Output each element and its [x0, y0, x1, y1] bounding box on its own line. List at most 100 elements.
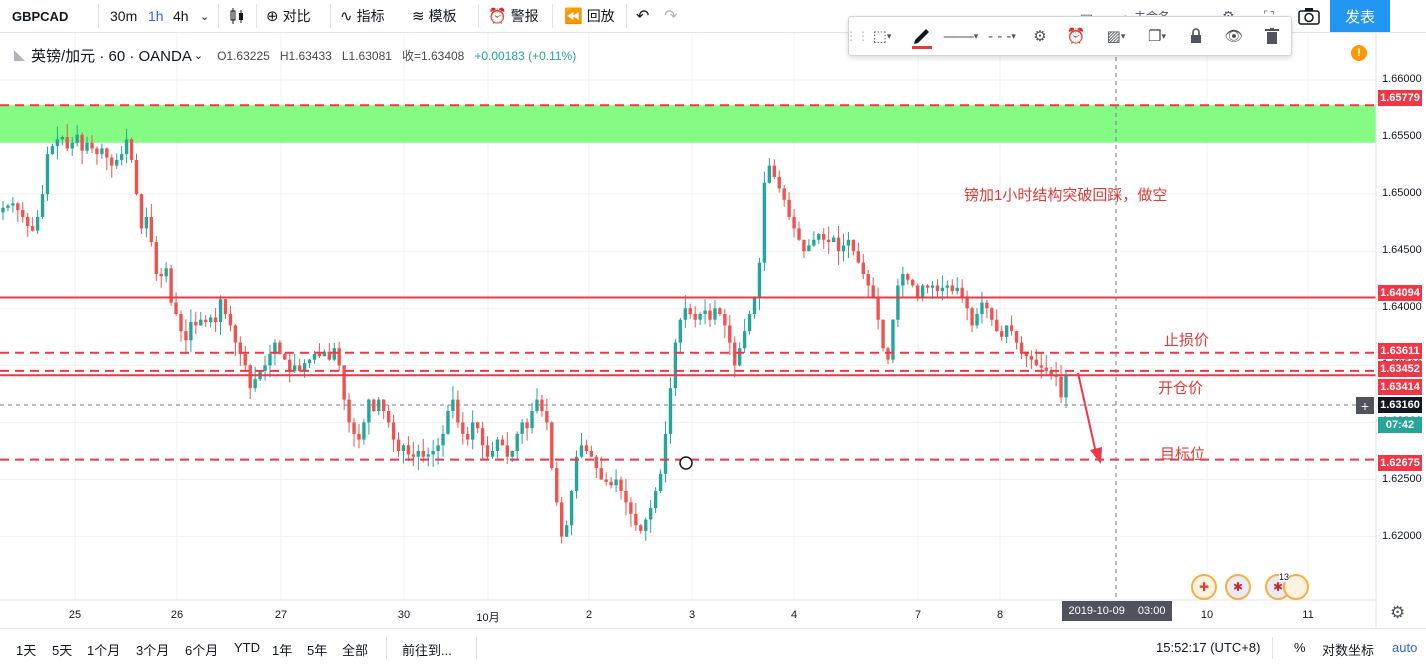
price-tick: 1.62000	[1382, 529, 1422, 542]
candle	[119, 145, 124, 166]
candle	[288, 352, 292, 383]
legend-title[interactable]: 英镑/加元 · 60 · OANDA	[31, 48, 192, 65]
lock-button[interactable]	[1183, 17, 1209, 55]
candle	[352, 417, 356, 447]
goto-date-button[interactable]: 前往到...	[402, 643, 452, 658]
timeframe-1h[interactable]: 1h	[148, 8, 164, 24]
candle	[30, 217, 35, 232]
entry-label[interactable]: 开仓价	[1158, 380, 1204, 397]
replay-button[interactable]: ⏪ 回放	[564, 8, 615, 25]
compare-button[interactable]: ⊕ 对比	[266, 8, 311, 25]
visibility-button[interactable]: 👁	[1221, 17, 1247, 55]
drag-handle[interactable]: ⋮⋮	[845, 29, 869, 43]
clock-timezone[interactable]: 15:52:17 (UTC+8)	[1156, 640, 1261, 655]
candle	[11, 197, 15, 213]
symbol-search[interactable]: GBPCAD	[12, 8, 69, 24]
indicator-icon: ∿	[340, 8, 353, 25]
templates-button[interactable]: ≋ 模板	[412, 8, 457, 25]
log-scale-toggle[interactable]: 对数坐标	[1322, 643, 1375, 658]
fullscreen-button[interactable]: ⛶	[1264, 0, 1274, 32]
candle	[347, 393, 351, 433]
candle	[881, 319, 885, 352]
range-1m[interactable]: 1个月	[87, 643, 121, 658]
dashed-line-icon: - - -	[988, 27, 1012, 45]
horizontal-lines	[0, 104, 1376, 461]
solid-line-icon: ——	[943, 27, 974, 45]
candle	[470, 410, 475, 450]
time-tick: 2	[585, 609, 593, 621]
price-label: 1.65779	[1378, 90, 1422, 106]
candle	[362, 418, 366, 445]
chevron-down-icon[interactable]: ⌄	[193, 50, 204, 62]
price-tick: 1.64500	[1382, 244, 1422, 257]
candle	[550, 421, 554, 471]
bottom-toolbar: 1天 5天 1个月 3个月 6个月 YTD 1年 5年 全部 前往到... 15…	[0, 628, 1426, 668]
percent-scale-toggle[interactable]: %	[1294, 640, 1306, 655]
range-6m[interactable]: 6个月	[185, 643, 219, 658]
undo-button[interactable]: ↶	[636, 0, 649, 32]
candle	[901, 266, 905, 299]
range-5d[interactable]: 5天	[52, 643, 73, 658]
range-3m[interactable]: 3个月	[136, 643, 170, 658]
snapshot-button[interactable]	[1298, 0, 1320, 32]
price-tick: 1.66000	[1382, 72, 1422, 85]
clone-button[interactable]: ❐ ▾	[1148, 28, 1166, 45]
delete-button[interactable]	[1259, 17, 1285, 55]
alert-button[interactable]: ⏰ 警报	[488, 8, 539, 25]
candle	[579, 432, 584, 459]
stop-loss-label[interactable]: 止损价	[1164, 332, 1210, 349]
candle	[950, 279, 954, 295]
candle	[100, 143, 104, 159]
line-width-button[interactable]: —— ▾	[943, 27, 979, 45]
collapse-icon[interactable]	[14, 50, 25, 61]
price-label: 1.63611	[1378, 343, 1422, 359]
candle	[891, 318, 895, 364]
candle	[584, 439, 589, 455]
range-1y[interactable]: 1年	[272, 643, 293, 658]
range-ytd[interactable]: YTD	[234, 640, 260, 655]
gear-icon[interactable]: ⚙	[1390, 603, 1406, 622]
plus-icon[interactable]: +	[1356, 397, 1374, 414]
visual-order-button[interactable]: ▨ ▾	[1106, 28, 1126, 45]
chart-area[interactable]	[0, 33, 1426, 633]
range-5y[interactable]: 5年	[307, 643, 328, 658]
price-tick: 1.65500	[1382, 130, 1422, 143]
redo-button[interactable]: ↷	[664, 0, 677, 32]
candle	[589, 445, 594, 458]
auto-scale-toggle[interactable]: auto	[1392, 640, 1418, 655]
publish-button[interactable]: 发表	[1330, 0, 1390, 32]
candle	[644, 517, 648, 541]
trade-note[interactable]: 镑加1小时结构突破回踩，做空	[964, 187, 1168, 204]
candle	[55, 126, 60, 160]
candle	[95, 146, 99, 165]
range-all[interactable]: 全部	[342, 643, 369, 658]
candle	[629, 497, 633, 527]
price-chart[interactable]	[0, 33, 1426, 628]
timeframe-dropdown[interactable]: ⌄	[200, 0, 209, 32]
indicators-button[interactable]: ∿ 指标	[340, 8, 385, 25]
candle	[129, 137, 134, 163]
canada-flag-icon[interactable]: ✚	[1191, 574, 1217, 600]
candle	[920, 283, 925, 302]
settings-button[interactable]: ⚙	[1027, 17, 1053, 55]
select-tool-button[interactable]: ⬚ ▾	[872, 28, 892, 45]
timeframe-30m[interactable]: 30m	[110, 8, 138, 24]
candle	[149, 203, 154, 247]
price-label: 1.63160	[1378, 397, 1422, 413]
alert-add-button[interactable]: ⏰	[1063, 17, 1089, 55]
candle	[520, 419, 524, 445]
candles	[1, 123, 1068, 544]
candle	[322, 349, 327, 357]
info-icon[interactable]: !	[1351, 45, 1367, 61]
candle	[218, 295, 223, 336]
line-style-button[interactable]: - - - ▾	[988, 27, 1016, 45]
line-color-button[interactable]	[905, 17, 939, 55]
chart-type-button[interactable]	[228, 0, 246, 32]
uk-flag-icon[interactable]: ✱	[1225, 574, 1251, 600]
candle	[673, 338, 678, 397]
target-label[interactable]: 目标位	[1160, 446, 1206, 463]
timeframe-4h[interactable]: 4h	[173, 8, 189, 24]
candle	[792, 208, 796, 238]
range-1d[interactable]: 1天	[16, 643, 37, 658]
candle	[164, 262, 168, 283]
